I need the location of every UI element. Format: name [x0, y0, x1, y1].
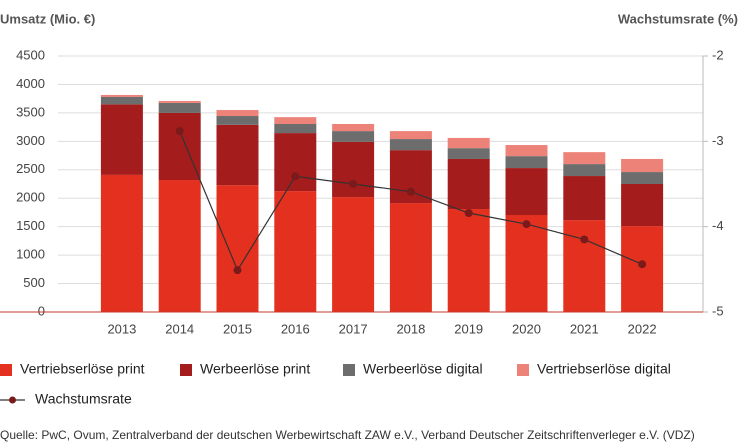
legend-label: Wachstumsrate	[35, 391, 132, 407]
bar-segment	[332, 197, 375, 312]
bar-segment	[447, 209, 490, 312]
bar-segment	[274, 117, 317, 124]
legend-label: Vertriebserlöse print	[20, 361, 145, 377]
line-marker	[291, 172, 300, 181]
bar-segment	[274, 123, 317, 134]
bar-segment	[621, 226, 664, 312]
bar-segment	[563, 220, 606, 312]
y-tick-label: 4500	[16, 47, 45, 62]
line-marker	[580, 235, 589, 244]
y2-tick-label: -4	[712, 218, 724, 233]
y-tick-label: 1500	[16, 218, 45, 233]
bar-segment	[332, 123, 375, 132]
x-tick-label: 2016	[281, 321, 310, 336]
line-marker	[522, 220, 531, 229]
bar-segment	[158, 112, 201, 181]
y-axis-title: Umsatz (Mio. €)	[0, 11, 95, 26]
x-tick-label: 2019	[454, 321, 483, 336]
legend-swatch	[517, 364, 529, 376]
bar-segment	[563, 152, 606, 165]
bar-segment	[505, 156, 548, 169]
line-marker	[638, 260, 647, 269]
bar-segment	[447, 148, 490, 159]
bar-segment	[332, 141, 375, 198]
y2-tick-label: -2	[712, 47, 724, 62]
bar-segment	[274, 133, 317, 192]
source: Quelle: PwC, Ovum, Zentralverband der de…	[0, 428, 695, 442]
x-tick-label: 2013	[107, 321, 136, 336]
y-tick-label: 500	[23, 275, 45, 290]
line-marker	[464, 209, 473, 218]
bar-segment	[158, 100, 201, 103]
bar-segment	[621, 172, 664, 184]
bar-segment	[505, 215, 548, 312]
bar-segment	[216, 124, 259, 186]
y-tick-label: 0	[38, 303, 45, 318]
bar-segment	[389, 203, 432, 312]
x-tick-label: 2020	[512, 321, 541, 336]
y-tick-label: 3500	[16, 104, 45, 119]
bar-segment	[389, 131, 432, 140]
bar-segment	[332, 131, 375, 142]
line-marker	[406, 187, 415, 196]
bar-segment	[158, 180, 201, 312]
bar-segment	[447, 158, 490, 210]
y-tick-label: 1000	[16, 247, 45, 262]
bar-segment	[100, 96, 143, 105]
y2-tick-label: -3	[712, 133, 724, 148]
legend-swatch	[0, 364, 12, 376]
line-marker	[175, 127, 184, 136]
line-marker	[349, 180, 358, 188]
x-tick-label: 2018	[396, 321, 425, 336]
legend-label: Werbeerlöse print	[200, 361, 310, 377]
bar-segment	[216, 116, 259, 125]
y-tick-label: 4000	[16, 76, 45, 91]
line-marker	[233, 266, 242, 275]
legend-swatch	[180, 364, 192, 376]
y-tick-label: 2000	[16, 190, 45, 205]
bar-segment	[389, 139, 432, 151]
bar-segment	[158, 102, 201, 113]
bar-segment	[563, 176, 606, 221]
legend-label: Vertriebserlöse digital	[537, 361, 671, 377]
x-tick-label: 2014	[165, 321, 194, 336]
bar-segment	[216, 185, 259, 312]
legend-swatch	[343, 364, 355, 376]
bar-segment	[447, 137, 490, 149]
bar-segment	[100, 174, 143, 312]
y2-axis-title: Wachstumsrate (%)	[618, 11, 738, 26]
y2-tick-label: -5	[712, 303, 724, 318]
bar-segment	[274, 191, 317, 312]
y-tick-label: 2500	[16, 161, 45, 176]
legend-marker	[9, 396, 16, 404]
bar-segment	[100, 94, 143, 97]
bar-segment	[216, 110, 259, 117]
legend-label: Werbeerlöse digital	[363, 361, 483, 377]
bar-segment	[563, 164, 606, 177]
y-tick-label: 3000	[16, 133, 45, 148]
x-tick-label: 2017	[339, 321, 368, 336]
bar-segment	[621, 158, 664, 173]
x-tick-label: 2021	[570, 321, 599, 336]
bar-segment	[621, 184, 664, 227]
bar-segment	[505, 145, 548, 157]
x-tick-label: 2022	[628, 321, 657, 336]
bar-segment	[100, 104, 143, 175]
bar-segment	[505, 168, 548, 216]
x-tick-label: 2015	[223, 321, 252, 336]
